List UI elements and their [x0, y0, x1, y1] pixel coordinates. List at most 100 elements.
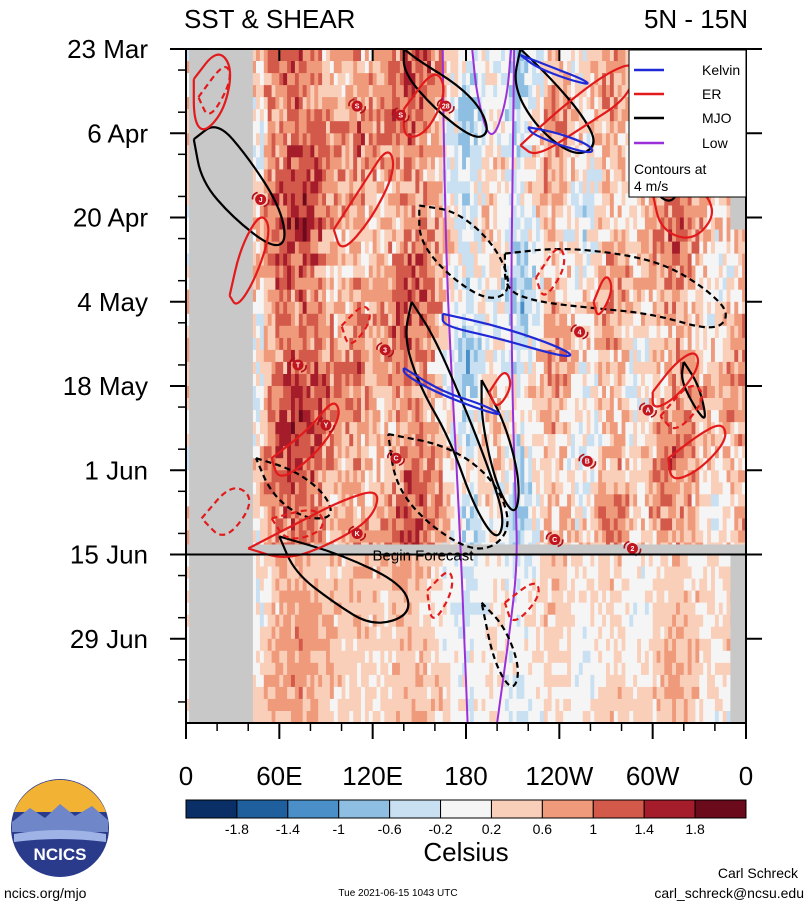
heat-cell	[326, 698, 331, 712]
heat-cell	[419, 337, 424, 351]
heat-cell	[314, 711, 319, 723]
heat-cell	[349, 470, 354, 483]
heat-cell	[345, 650, 350, 664]
heat-cell	[392, 97, 397, 110]
heat-cell	[275, 109, 280, 122]
heat-cell	[263, 626, 269, 640]
heat-cell	[326, 313, 331, 327]
heat-cell	[458, 626, 463, 640]
heat-cell	[450, 313, 455, 327]
heat-cell	[298, 686, 304, 700]
heat-cell	[329, 361, 335, 375]
heat-cell	[485, 626, 490, 640]
heat-cell	[469, 145, 475, 158]
heat-cell	[349, 602, 354, 616]
heat-cell	[473, 205, 479, 219]
heat-cell	[329, 277, 335, 291]
heat-cell	[306, 229, 312, 243]
heat-cell	[493, 289, 498, 303]
heat-cell	[256, 662, 261, 676]
heat-cell	[473, 422, 479, 435]
heat-cell	[431, 602, 436, 616]
heat-cell	[256, 458, 261, 471]
heat-cell	[493, 626, 498, 640]
heat-cell	[291, 458, 296, 471]
heat-cell	[291, 470, 296, 483]
heat-cell	[458, 602, 463, 616]
heat-cell	[392, 422, 397, 435]
heat-cell	[357, 410, 362, 423]
heat-cell	[442, 410, 448, 423]
heat-cell	[337, 169, 343, 183]
heat-cell	[294, 49, 300, 62]
heat-cell	[458, 698, 463, 712]
heat-cell	[446, 121, 452, 134]
heat-cell	[186, 518, 191, 532]
heat-cell	[446, 157, 452, 170]
heat-cell	[298, 602, 304, 616]
heat-cell	[489, 410, 494, 423]
heat-cell	[298, 49, 304, 62]
heat-cell	[271, 566, 277, 580]
heat-cell	[427, 217, 432, 231]
heat-cell	[302, 121, 308, 134]
heat-cell	[252, 277, 257, 291]
heat-cell	[497, 506, 502, 520]
heat-cell	[333, 422, 339, 435]
heat-cell	[388, 686, 393, 700]
heat-cell	[431, 686, 436, 700]
heat-cell	[450, 349, 455, 363]
heat-cell	[291, 650, 296, 664]
heat-cell	[489, 97, 494, 110]
heat-cell	[493, 578, 498, 592]
heat-cell	[326, 157, 331, 170]
heat-cell	[458, 398, 463, 411]
heat-cell	[431, 698, 436, 712]
heat-cell	[532, 61, 537, 74]
heat-cell	[512, 686, 518, 700]
heat-cell	[399, 337, 405, 351]
heat-cell	[396, 674, 401, 688]
heat-cell	[481, 698, 487, 712]
heat-cell	[415, 398, 420, 411]
heat-cell	[271, 506, 277, 520]
heat-cell	[298, 566, 304, 580]
heat-cell	[434, 85, 440, 98]
heat-cell	[450, 506, 455, 520]
heat-cell	[337, 277, 343, 291]
heat-cell	[431, 711, 436, 723]
heat-cell	[302, 698, 308, 712]
heat-cell	[333, 145, 339, 158]
heat-cell	[310, 301, 315, 315]
heat-cell	[341, 422, 347, 435]
heat-cell	[493, 229, 498, 243]
heat-cell	[271, 398, 277, 411]
heat-cell	[419, 49, 424, 62]
heat-cell	[333, 73, 339, 86]
heat-cell	[434, 205, 440, 219]
heat-cell	[298, 410, 304, 423]
heat-cell	[306, 686, 312, 700]
heat-cell	[380, 301, 385, 315]
heat-cell	[442, 73, 448, 86]
heat-cell	[415, 325, 420, 339]
heat-cell	[341, 386, 347, 399]
heat-cell	[298, 193, 304, 207]
heat-cell	[403, 181, 409, 195]
heat-cell	[454, 229, 459, 243]
heat-cell	[275, 205, 280, 219]
heat-cell	[431, 434, 436, 447]
heat-cell	[186, 205, 191, 219]
heat-cell	[263, 229, 269, 243]
heat-cell	[368, 157, 374, 170]
heat-cell	[396, 337, 401, 351]
heat-cell	[442, 711, 448, 723]
heat-cell	[326, 349, 331, 363]
heat-cell	[263, 602, 269, 616]
heat-cell	[504, 614, 510, 628]
heat-cell	[458, 217, 463, 231]
heat-cell	[263, 554, 269, 568]
heat-cell	[415, 145, 420, 158]
heat-cell	[485, 530, 490, 544]
heat-cell	[349, 217, 354, 231]
